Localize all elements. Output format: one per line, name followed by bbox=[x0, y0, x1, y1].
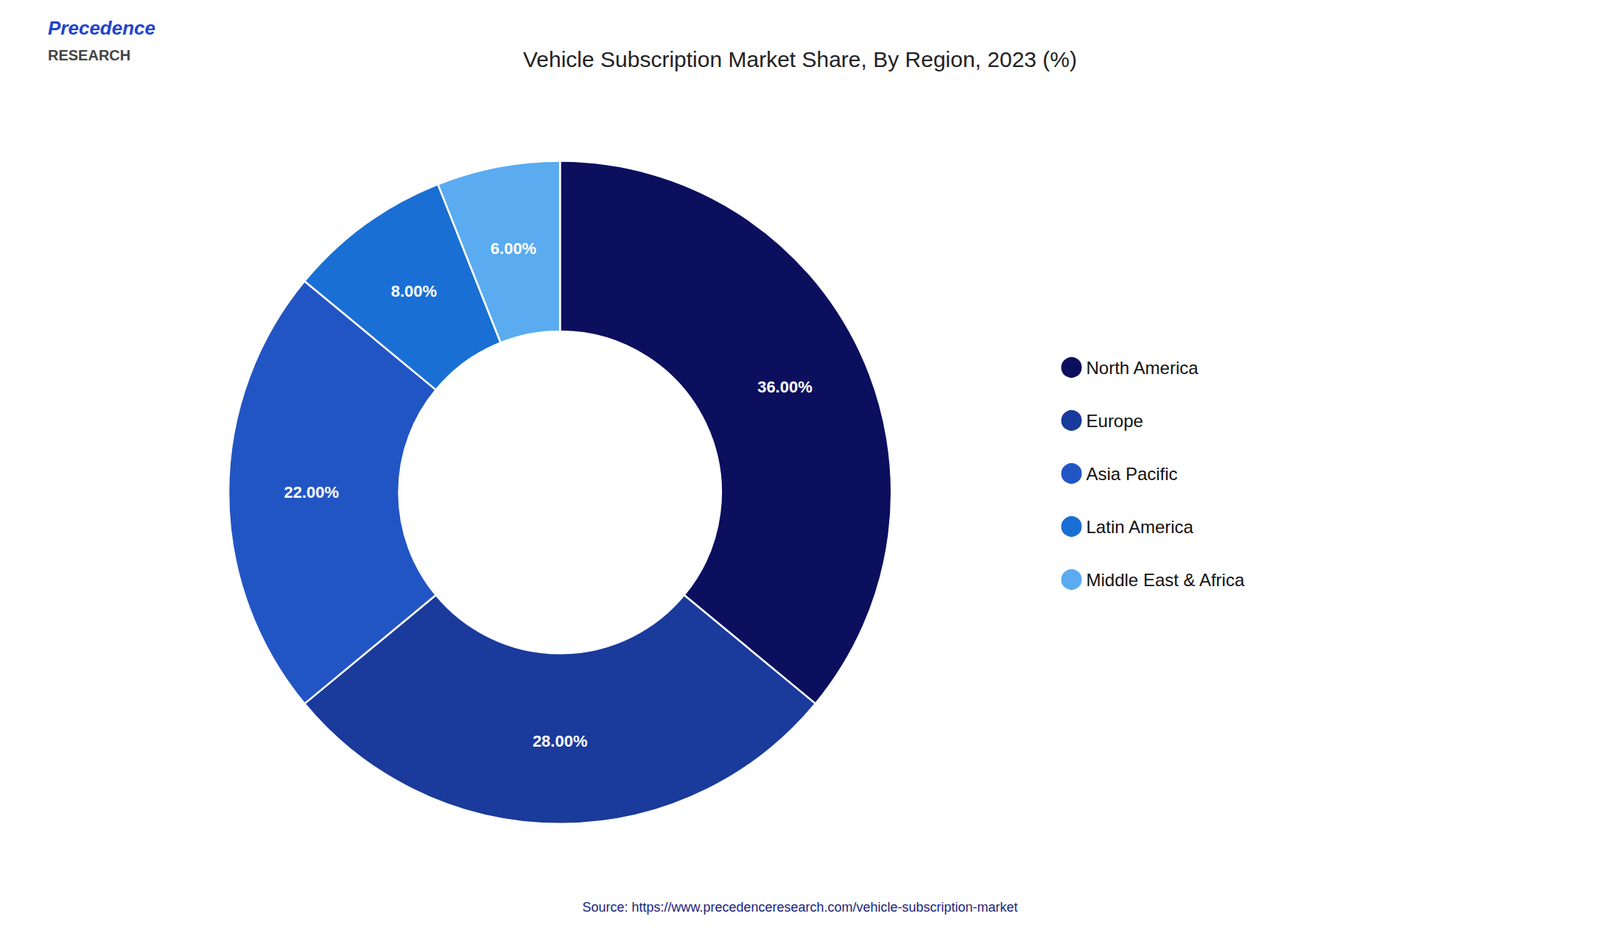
svg-text:RESEARCH: RESEARCH bbox=[47, 47, 131, 64]
svg-text:8.00%: 8.00% bbox=[391, 282, 437, 301]
svg-text:Precedence: Precedence bbox=[47, 16, 156, 40]
svg-text:North America: North America bbox=[1086, 358, 1200, 378]
svg-text:Vehicle Subscription Market Sh: Vehicle Subscription Market Share, By Re… bbox=[523, 47, 1077, 72]
svg-text:Europe: Europe bbox=[1086, 411, 1144, 431]
svg-text:Middle East & Africa: Middle East & Africa bbox=[1086, 570, 1245, 591]
svg-text:6.00%: 6.00% bbox=[490, 239, 537, 258]
svg-text:28.00%: 28.00% bbox=[532, 732, 588, 751]
svg-text:Latin America: Latin America bbox=[1086, 517, 1195, 538]
svg-text:22.00%: 22.00% bbox=[284, 483, 340, 502]
svg-text:Asia Pacific: Asia Pacific bbox=[1086, 464, 1178, 484]
svg-text:36.00%: 36.00% bbox=[757, 377, 813, 397]
svg-text:Source: https://www.precedence: Source: https://www.precedenceresearch.c… bbox=[581, 900, 1018, 915]
